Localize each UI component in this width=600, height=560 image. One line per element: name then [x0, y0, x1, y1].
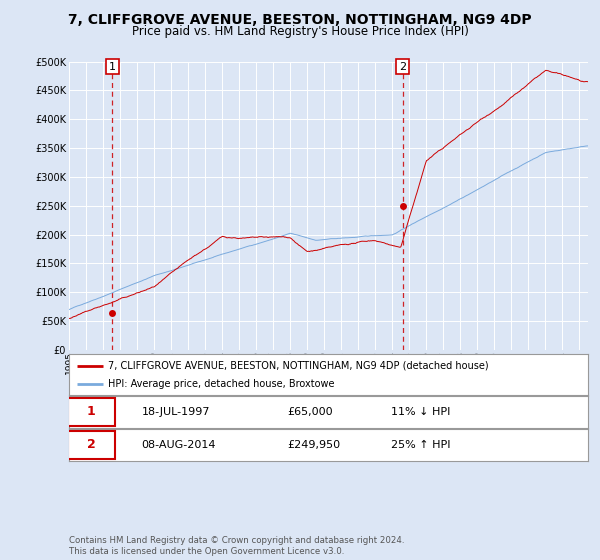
Text: £65,000: £65,000 — [287, 407, 332, 417]
Text: Contains HM Land Registry data © Crown copyright and database right 2024.
This d: Contains HM Land Registry data © Crown c… — [69, 536, 404, 556]
Text: Price paid vs. HM Land Registry's House Price Index (HPI): Price paid vs. HM Land Registry's House … — [131, 25, 469, 39]
FancyBboxPatch shape — [68, 431, 115, 459]
Text: 1: 1 — [87, 405, 95, 418]
Text: 7, CLIFFGROVE AVENUE, BEESTON, NOTTINGHAM, NG9 4DP (detached house): 7, CLIFFGROVE AVENUE, BEESTON, NOTTINGHA… — [108, 361, 488, 371]
Text: HPI: Average price, detached house, Broxtowe: HPI: Average price, detached house, Brox… — [108, 379, 334, 389]
Text: 7, CLIFFGROVE AVENUE, BEESTON, NOTTINGHAM, NG9 4DP: 7, CLIFFGROVE AVENUE, BEESTON, NOTTINGHA… — [68, 13, 532, 27]
Text: 2: 2 — [87, 438, 95, 451]
Text: 18-JUL-1997: 18-JUL-1997 — [142, 407, 210, 417]
Text: 11% ↓ HPI: 11% ↓ HPI — [391, 407, 450, 417]
Text: 25% ↑ HPI: 25% ↑ HPI — [391, 440, 450, 450]
Text: 1: 1 — [109, 62, 116, 72]
FancyBboxPatch shape — [68, 398, 115, 426]
Text: £249,950: £249,950 — [287, 440, 340, 450]
Text: 2: 2 — [399, 62, 406, 72]
Text: 08-AUG-2014: 08-AUG-2014 — [142, 440, 216, 450]
